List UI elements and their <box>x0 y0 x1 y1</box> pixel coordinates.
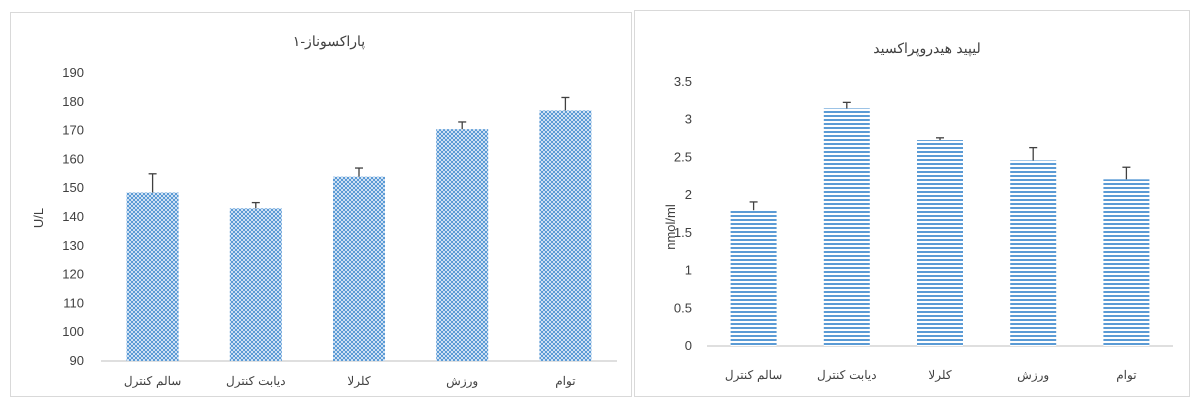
chart-svg-lipid-hydroperoxide: لیپید هیدروپراکسید nmol/ml 0 0.5 1 1.5 2 2.5 3… <box>663 41 1173 382</box>
bar <box>229 208 282 361</box>
y-tick-label: 110 <box>63 295 84 310</box>
y-tick-label: 90 <box>70 353 84 368</box>
y-axis-label: nmol/ml <box>663 204 678 250</box>
chart-plot-area: 90 100 110 120 130 140 150 160 170 180 190 سالم کنت… <box>62 65 617 388</box>
x-tick-label: توام <box>1116 368 1136 382</box>
y-tick-label: 1.5 <box>674 225 692 240</box>
chart-panel-lipid-hydroperoxide: لیپید هیدروپراکسید nmol/ml 0 0.5 1 1.5 2 2.5 3… <box>634 10 1190 397</box>
x-tick-label: ورزش <box>1017 368 1049 382</box>
chart-plot-area: 0 0.5 1 1.5 2 2.5 3 3.5 سالم کنترل دیابت کنترل کلر… <box>674 74 1173 382</box>
y-tick-label: 100 <box>62 324 84 339</box>
y-tick-label: 0.5 <box>674 300 692 315</box>
x-tick-label: کلرلا <box>928 368 951 382</box>
y-tick-label: 2.5 <box>674 149 692 164</box>
bar <box>1010 160 1057 346</box>
y-tick-label: 160 <box>62 151 84 166</box>
x-tick-label: دیابت کنترل <box>817 368 877 382</box>
y-tick-label: 130 <box>62 238 84 253</box>
y-tick-label: 2 <box>685 187 692 202</box>
y-tick-label: 3 <box>685 112 692 127</box>
bar <box>333 176 385 361</box>
bar <box>917 140 963 346</box>
chart-title: لیپید هیدروپراکسید <box>873 41 980 57</box>
bar <box>823 108 870 347</box>
x-tick-label: سالم کنترل <box>124 374 181 388</box>
y-tick-label: 180 <box>62 94 84 109</box>
bar <box>1103 179 1150 346</box>
bar <box>730 210 777 346</box>
chart-svg-paraoxonase: پاراکسوناز-۱ U/L 90 100 110 120 130 140 150 160… <box>31 34 617 388</box>
x-tick-label: سالم کنترل <box>725 368 782 382</box>
x-tick-label: کلرلا <box>347 374 370 388</box>
x-tick-label: دیابت کنترل <box>226 374 286 388</box>
x-tick-label: ورزش <box>446 374 478 388</box>
y-tick-label: 120 <box>62 267 84 282</box>
bar <box>126 192 179 361</box>
chart-title: پاراکسوناز-۱ <box>293 34 365 50</box>
y-axis-label: U/L <box>31 208 46 228</box>
y-tick-label: 0 <box>685 338 692 353</box>
x-tick-label: توام <box>555 374 575 388</box>
y-tick-label: 150 <box>62 180 84 195</box>
bar <box>539 110 592 361</box>
y-tick-label: 3.5 <box>674 74 692 89</box>
bar <box>436 129 489 361</box>
chart-panel-paraoxonase: پاراکسوناز-۱ U/L 90 100 110 120 130 140 150 160… <box>10 12 632 397</box>
y-tick-label: 190 <box>62 65 84 80</box>
y-tick-label: 1 <box>685 263 692 278</box>
y-tick-label: 140 <box>62 209 84 224</box>
y-tick-label: 170 <box>62 123 84 138</box>
